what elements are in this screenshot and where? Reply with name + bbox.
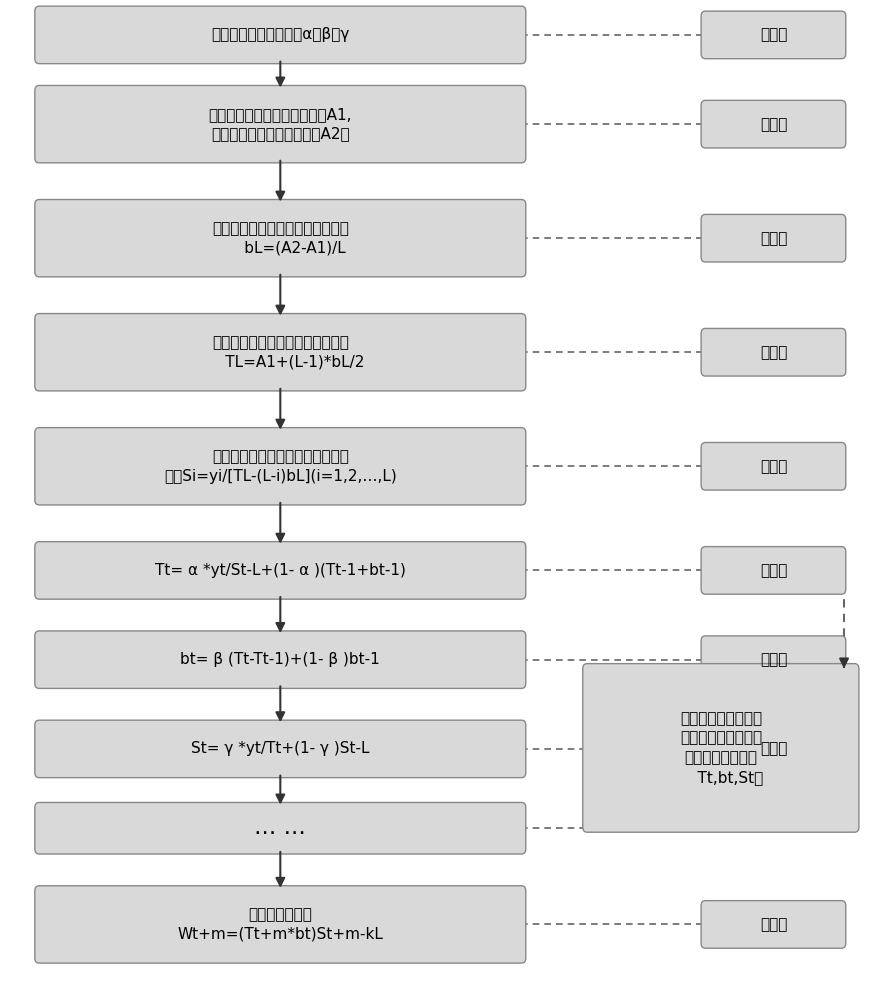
FancyBboxPatch shape <box>35 802 526 854</box>
FancyBboxPatch shape <box>35 85 526 163</box>
Text: St= γ *yt/Tt+(1- γ )St-L: St= γ *yt/Tt+(1- γ )St-L <box>191 741 370 756</box>
FancyBboxPatch shape <box>701 636 846 683</box>
FancyBboxPatch shape <box>701 100 846 148</box>
Text: 计算第一个周期的最后一个趋势值
      bL=(A2-A1)/L: 计算第一个周期的最后一个趋势值 bL=(A2-A1)/L <box>212 221 349 256</box>
Text: 第四步: 第四步 <box>759 345 787 360</box>
FancyBboxPatch shape <box>582 664 859 832</box>
Text: bt= β (Tt-Tt-1)+(1- β )bt-1: bt= β (Tt-Tt-1)+(1- β )bt-1 <box>181 652 381 667</box>
FancyBboxPatch shape <box>35 314 526 391</box>
FancyBboxPatch shape <box>701 547 846 594</box>
Text: 第五步: 第五步 <box>759 459 787 474</box>
Text: 第八步: 第八步 <box>759 741 787 756</box>
Text: 计算第一个周期的最后一个基本值
      TL=A1+(L-1)*bL/2: 计算第一个周期的最后一个基本值 TL=A1+(L-1)*bL/2 <box>196 335 365 370</box>
FancyBboxPatch shape <box>35 428 526 505</box>
Text: 第二步: 第二步 <box>759 117 787 132</box>
FancyBboxPatch shape <box>35 200 526 277</box>
FancyBboxPatch shape <box>701 328 846 376</box>
FancyBboxPatch shape <box>701 442 846 490</box>
Text: 计算预测结果：
Wt+m=(Tt+m*bt)St+m-kL: 计算预测结果： Wt+m=(Tt+m*bt)St+m-kL <box>177 907 383 942</box>
Text: 第九步：重复第六步
到第八步的步骤，计
算各个周期的各个
    Tt,bt,St值: 第九步：重复第六步 到第八步的步骤，计 算各个周期的各个 Tt,bt,St值 <box>678 711 764 785</box>
FancyBboxPatch shape <box>701 214 846 262</box>
Text: 第一步: 第一步 <box>759 27 787 42</box>
Text: 第十步: 第十步 <box>759 917 787 932</box>
Text: 第三步: 第三步 <box>759 231 787 246</box>
Text: 计算第一个周期各个周期指数的估
计值Si=yi/[TL-(L-i)bL](i=1,2,…,L): 计算第一个周期各个周期指数的估 计值Si=yi/[TL-(L-i)bL](i=1… <box>164 449 396 484</box>
FancyBboxPatch shape <box>35 886 526 963</box>
FancyBboxPatch shape <box>701 901 846 948</box>
FancyBboxPatch shape <box>35 720 526 778</box>
Text: 设定平滑系数平滑参数α、β、γ: 设定平滑系数平滑参数α、β、γ <box>212 27 350 42</box>
Text: 计算第一个周期数据的平均值A1,
和第二个周期数据的平均值A2。: 计算第一个周期数据的平均值A1, 和第二个周期数据的平均值A2。 <box>209 107 352 142</box>
FancyBboxPatch shape <box>35 542 526 599</box>
FancyBboxPatch shape <box>35 6 526 64</box>
FancyBboxPatch shape <box>35 631 526 688</box>
Text: 第七步: 第七步 <box>759 652 787 667</box>
FancyBboxPatch shape <box>701 11 846 59</box>
FancyBboxPatch shape <box>701 725 846 773</box>
Text: Tt= α *yt/St-L+(1- α )(Tt-1+bt-1): Tt= α *yt/St-L+(1- α )(Tt-1+bt-1) <box>155 563 405 578</box>
Text: 第六步: 第六步 <box>759 563 787 578</box>
Text: … …: … … <box>254 818 306 838</box>
